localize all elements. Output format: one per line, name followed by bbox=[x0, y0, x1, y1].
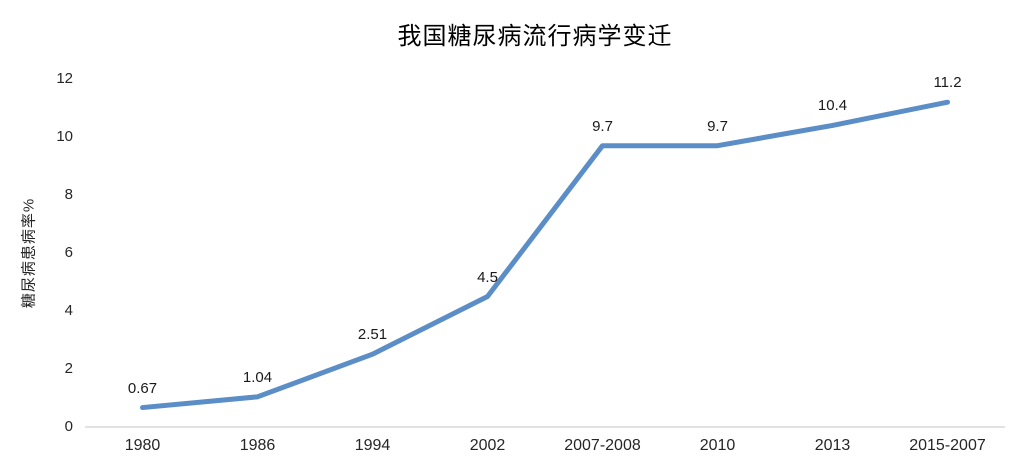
x-tick-label: 1994 bbox=[354, 437, 391, 454]
data-point-label: 0.67 bbox=[127, 379, 158, 397]
x-tick-label: 2010 bbox=[699, 437, 736, 454]
data-point-label: 9.7 bbox=[707, 117, 728, 135]
y-tick-label: 0 bbox=[64, 418, 73, 435]
y-tick-label: 6 bbox=[64, 244, 73, 261]
x-tick-label: 2015-2007 bbox=[909, 437, 986, 454]
data-point-label: 11.2 bbox=[933, 74, 962, 92]
data-point-label: 9.7 bbox=[592, 117, 613, 135]
x-tick-label: 1980 bbox=[124, 437, 161, 454]
chart-title: 我国糖尿病流行病学变迁 bbox=[397, 24, 673, 50]
data-point-label: 4.5 bbox=[477, 268, 498, 286]
data-point-label: 10.4 bbox=[817, 97, 848, 115]
x-tick-label: 2007-2008 bbox=[564, 437, 641, 454]
x-tick-label: 2013 bbox=[814, 437, 851, 454]
y-tick-label: 8 bbox=[64, 186, 73, 203]
data-point-label: 1.04 bbox=[242, 368, 273, 386]
data-point-label: 2.51 bbox=[357, 326, 388, 344]
x-tick-label: 2002 bbox=[469, 437, 506, 454]
y-tick-label: 2 bbox=[64, 360, 73, 377]
x-tick-label: 1986 bbox=[239, 437, 276, 454]
y-tick-label: 12 bbox=[56, 70, 73, 87]
y-tick-label: 10 bbox=[56, 128, 73, 145]
series-line bbox=[140, 99, 950, 411]
y-tick-label: 4 bbox=[64, 302, 73, 319]
